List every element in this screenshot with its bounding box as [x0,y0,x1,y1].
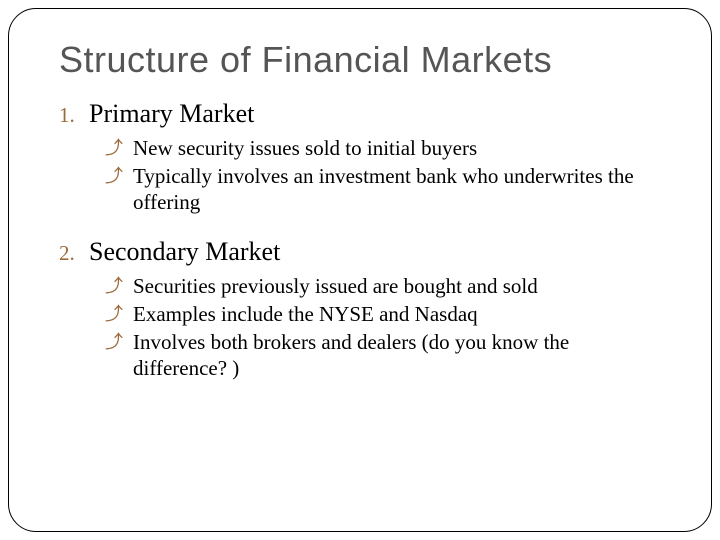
bullet-icon: ⤴ [105,135,133,161]
bullet-icon: ⤴ [105,273,133,299]
sub-list: ⤴ New security issues sold to initial bu… [105,135,661,215]
list-number: 2. [59,241,89,266]
list-number: 1. [59,103,89,128]
list-item: ⤴ Involves both brokers and dealers (do … [105,329,661,381]
bullet-icon: ⤴ [105,301,133,327]
list-item: ⤴ Securities previously issued are bough… [105,273,661,299]
list-item: ⤴ New security issues sold to initial bu… [105,135,661,161]
list-row: 2. Secondary Market [59,237,661,267]
list-item: ⤴ Examples include the NYSE and Nasdaq [105,301,661,327]
bullet-text: Involves both brokers and dealers (do yo… [133,329,661,381]
bullet-icon: ⤴ [105,163,133,189]
bullet-text: Examples include the NYSE and Nasdaq [133,301,478,327]
bullet-text: Securities previously issued are bought … [133,273,538,299]
list-item: ⤴ Typically involves an investment bank … [105,163,661,215]
list-heading: Primary Market [89,99,254,129]
sub-list: ⤴ Securities previously issued are bough… [105,273,661,381]
bullet-text: Typically involves an investment bank wh… [133,163,661,215]
list-heading: Secondary Market [89,237,280,267]
bullet-icon: ⤴ [105,329,133,355]
list-section-2: 2. Secondary Market ⤴ Securities previou… [59,237,661,381]
list-section-1: 1. Primary Market ⤴ New security issues … [59,99,661,215]
bullet-text: New security issues sold to initial buye… [133,135,477,161]
list-row: 1. Primary Market [59,99,661,129]
slide-title: Structure of Financial Markets [59,39,661,81]
slide-frame: Structure of Financial Markets 1. Primar… [8,8,712,532]
